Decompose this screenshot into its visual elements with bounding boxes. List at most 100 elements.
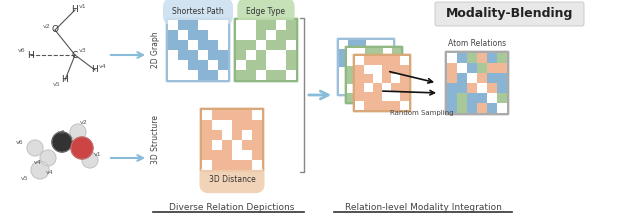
Bar [374, 93, 383, 102]
Bar [286, 70, 296, 80]
Bar [348, 93, 356, 102]
Bar [243, 110, 252, 120]
FancyBboxPatch shape [435, 2, 584, 26]
Circle shape [70, 124, 86, 140]
Bar [384, 40, 393, 49]
FancyBboxPatch shape [337, 38, 395, 96]
Bar [400, 74, 409, 83]
Bar [392, 57, 401, 66]
Text: 3D Distance: 3D Distance [209, 175, 255, 184]
Bar [391, 92, 400, 101]
Bar [276, 70, 285, 80]
Bar [266, 20, 276, 30]
Bar [391, 56, 400, 65]
Bar [198, 20, 208, 30]
Bar [382, 101, 390, 110]
Bar [232, 140, 242, 150]
Bar [355, 83, 364, 92]
Bar [339, 58, 348, 67]
Bar [218, 70, 228, 80]
Bar [208, 60, 218, 70]
Bar [276, 20, 285, 30]
Bar [168, 30, 178, 40]
Bar [286, 20, 296, 30]
Bar [458, 53, 467, 63]
Bar [467, 103, 477, 113]
Bar [382, 74, 390, 83]
Bar [477, 93, 486, 103]
Bar [339, 49, 348, 58]
Bar [348, 84, 356, 93]
Bar [355, 92, 364, 101]
Bar [202, 130, 212, 140]
Bar [366, 58, 374, 67]
Circle shape [27, 140, 43, 156]
Bar [365, 84, 374, 93]
Bar [256, 60, 266, 70]
Bar [374, 57, 383, 66]
Bar [202, 140, 212, 150]
Circle shape [82, 152, 98, 168]
Bar [222, 150, 232, 160]
Bar [348, 75, 356, 84]
Bar [374, 75, 383, 84]
Bar [383, 66, 392, 75]
Bar [256, 40, 266, 50]
Bar [497, 83, 507, 93]
Circle shape [52, 132, 72, 152]
Bar [188, 40, 198, 50]
Bar [348, 49, 356, 58]
Bar [256, 70, 266, 80]
Bar [246, 30, 256, 40]
Text: v6: v6 [16, 140, 24, 145]
Bar [375, 49, 384, 58]
Bar [383, 84, 392, 93]
Text: C: C [72, 51, 78, 60]
Bar [384, 85, 393, 94]
Circle shape [31, 161, 49, 179]
Bar [212, 130, 221, 140]
Bar [168, 20, 178, 30]
Bar [208, 50, 218, 60]
Bar [364, 65, 372, 74]
Text: H: H [61, 76, 68, 85]
Bar [357, 67, 365, 76]
Bar [356, 93, 365, 102]
Bar [188, 30, 198, 40]
Bar [356, 75, 365, 84]
Bar [382, 83, 390, 92]
Bar [218, 40, 228, 50]
Bar [286, 30, 296, 40]
Text: Diverse Relation Depictions: Diverse Relation Depictions [170, 203, 294, 212]
Bar [366, 85, 374, 94]
Bar [246, 70, 256, 80]
Bar [447, 53, 457, 63]
Bar [467, 53, 477, 63]
Bar [365, 93, 374, 102]
Bar [286, 50, 296, 60]
Bar [355, 65, 364, 74]
Text: H: H [92, 65, 99, 74]
Bar [168, 60, 178, 70]
Bar [384, 49, 393, 58]
Bar [243, 120, 252, 130]
Bar [236, 30, 246, 40]
Bar [364, 83, 372, 92]
Bar [236, 20, 246, 30]
Text: Relation-level Modality Integration: Relation-level Modality Integration [344, 203, 501, 212]
Bar [236, 70, 246, 80]
Bar [366, 76, 374, 85]
Bar [357, 49, 365, 58]
Bar [179, 50, 188, 60]
Bar [252, 150, 262, 160]
Bar [232, 120, 242, 130]
Bar [243, 130, 252, 140]
Bar [179, 40, 188, 50]
Bar [339, 85, 348, 94]
Bar [266, 60, 276, 70]
Bar [497, 103, 507, 113]
Bar [243, 150, 252, 160]
Bar [198, 50, 208, 60]
Bar [243, 140, 252, 150]
Bar [373, 56, 381, 65]
